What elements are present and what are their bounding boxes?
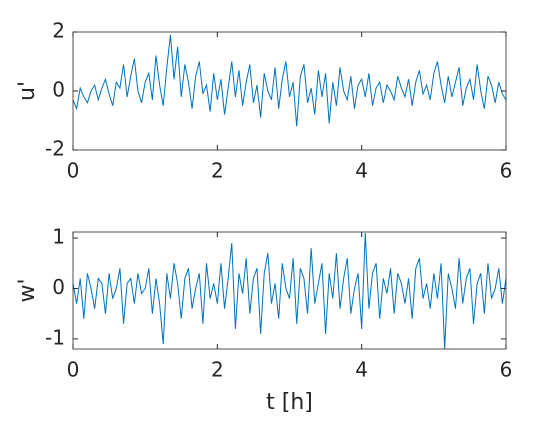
data-line (72, 232, 507, 350)
x-tick-label: 6 (500, 159, 513, 183)
x-tick-label: 2 (211, 159, 224, 183)
data-line (72, 34, 507, 127)
x-tick-label: 0 (67, 358, 80, 382)
y-tick-label: 0 (52, 78, 65, 102)
x-tick-label: 4 (355, 159, 368, 183)
y-tick-label: 2 (52, 19, 65, 43)
axes-box (72, 231, 507, 350)
y-tick-label: 0 (52, 275, 65, 299)
y-tick-label: -2 (45, 137, 65, 161)
y-axis-label: w' (15, 278, 40, 302)
x-tick-label: 2 (211, 358, 224, 382)
x-axis-label: t [h] (266, 390, 313, 415)
y-axis-label: u' (15, 81, 40, 101)
y-tick-label: -1 (45, 325, 65, 349)
x-tick-label: 0 (67, 159, 80, 183)
x-tick-label: 4 (355, 358, 368, 382)
x-tick-label: 6 (500, 358, 513, 382)
y-tick-label: 1 (52, 225, 65, 249)
